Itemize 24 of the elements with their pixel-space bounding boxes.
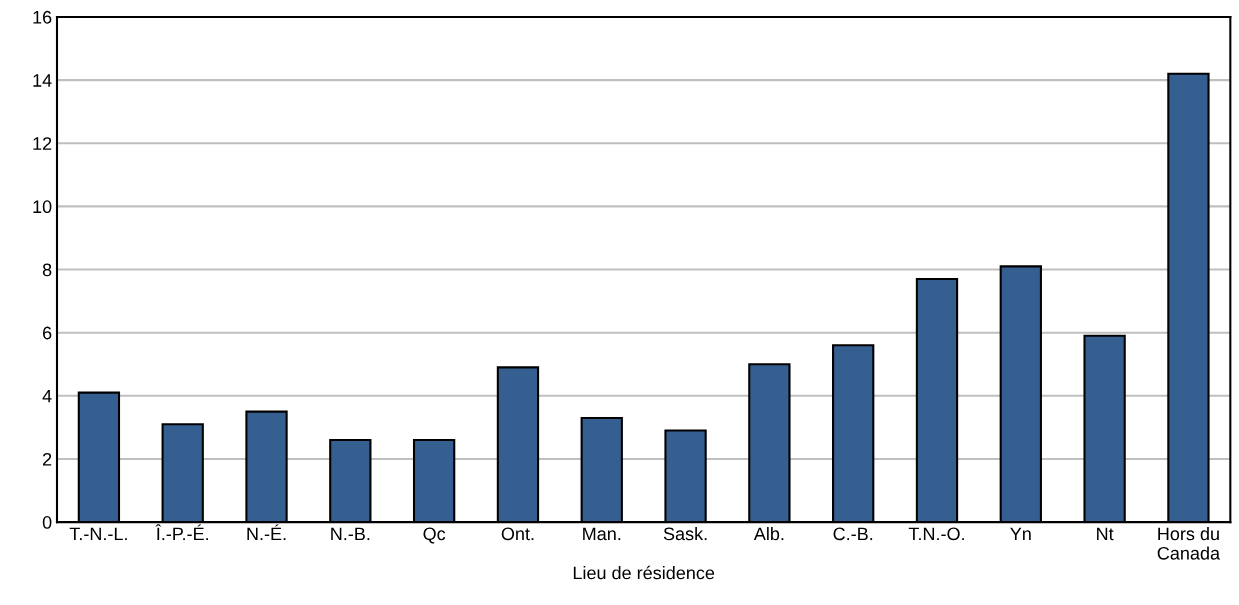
x-tick-label: Nt (1097, 527, 1114, 541)
x-tick-label: N.-B. (331, 527, 370, 541)
y-tick-label: 8 (42, 263, 52, 277)
x-tick-label: Î.-P.-É. (155, 524, 208, 541)
x-tick-label: Alb. (753, 526, 784, 541)
x-tick-label: Man. (583, 527, 621, 541)
x-tick-label: T.-N.-L. (69, 527, 127, 541)
y-tick-label: 0 (42, 516, 52, 529)
y-tick-label: 4 (42, 389, 52, 403)
x-tick-label: Ont. (501, 527, 534, 541)
x-tick-label: N.-É. (247, 524, 286, 541)
y-tick-label: 6 (43, 326, 52, 340)
y-tick-label: 14 (33, 74, 52, 87)
x-axis-title: Lieu de résidence (573, 565, 715, 580)
x-tick-label: Yn (1010, 527, 1031, 541)
x-tick-label: Qc (423, 527, 446, 544)
y-tick-label: 12 (33, 137, 52, 150)
x-tick-label: Sask. (663, 526, 707, 541)
x-tick-label: Hors du Canada (1157, 526, 1221, 560)
y-tick-label: 16 (33, 10, 52, 24)
x-tick-label: T.N.-O. (908, 527, 964, 541)
x-tick-label: C.-B. (833, 527, 873, 541)
y-tick-label: 10 (33, 200, 52, 214)
y-tick-label: 2 (43, 452, 52, 466)
